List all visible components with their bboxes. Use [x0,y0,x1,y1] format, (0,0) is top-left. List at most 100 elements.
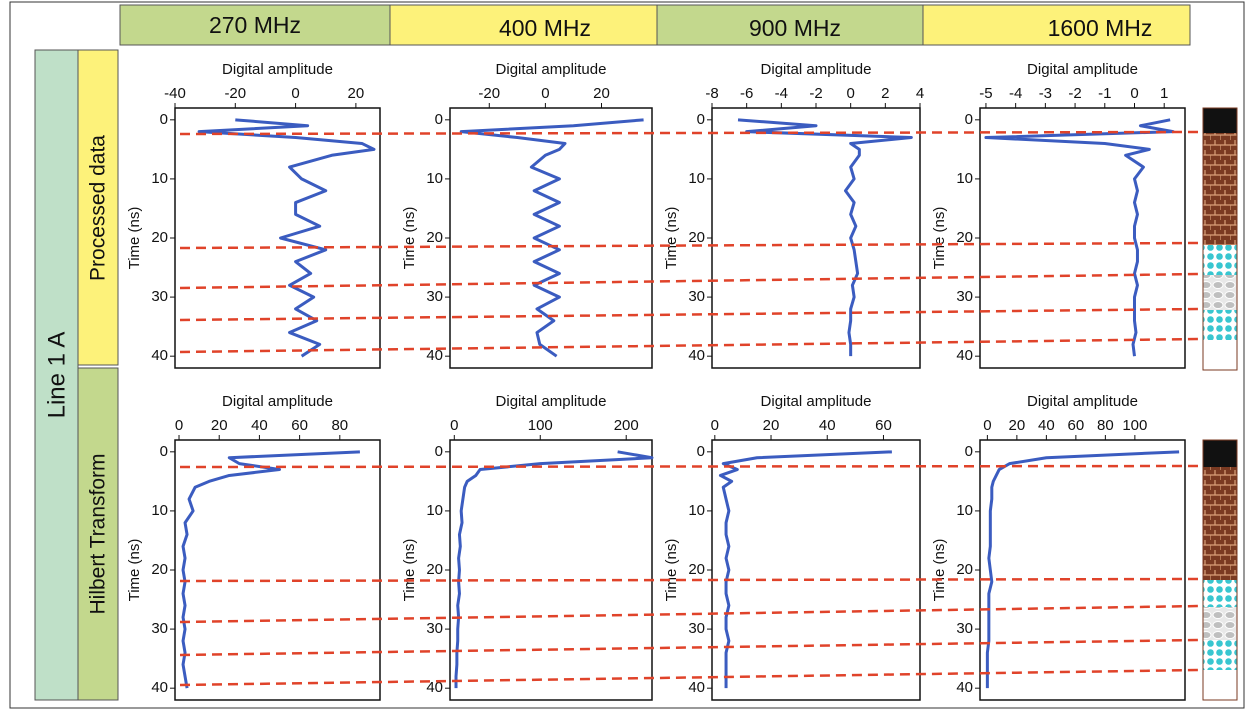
y-tick-label: 40 [151,679,168,696]
x-tick-label: -6 [740,85,753,102]
y-tick-label: 30 [426,620,443,637]
x-tick-label: -8 [705,85,718,102]
y-tick-label: 10 [956,170,973,187]
x-tick-label: 0 [175,417,183,434]
y-tick-label: 30 [688,620,705,637]
trace [984,118,1175,357]
x-tick-label: 0 [846,85,854,102]
y-axis-label: Time (ns) [126,539,143,602]
x-tick-label: 20 [348,85,365,102]
horizon-line [179,604,1201,624]
row-cell [77,367,119,701]
x-tick-label: 60 [875,417,892,434]
x-tick-label: -40 [164,85,186,102]
x-tick-label: 100 [1122,417,1147,434]
x-tick-label: 0 [450,417,458,434]
y-tick-label: 30 [956,288,973,305]
y-tick-label: 0 [160,443,168,460]
y-tick-label: 10 [151,502,168,519]
plot-frame [449,439,653,701]
horizon-line [179,464,1201,469]
panel: -20 0 20 0 10 20 30 40 Digital amplitude Time (ns… [401,61,653,369]
layer [1203,640,1237,670]
x-axis-label: Digital amplitude [1027,393,1138,410]
x-tick-label: 200 [614,417,639,434]
y-tick-label: 30 [151,288,168,305]
x-tick-label: -20 [478,85,500,102]
y-tick-label: 40 [688,679,705,696]
y-tick-label: 10 [688,170,705,187]
y-tick-label: 40 [688,347,705,364]
panel: 0 20 40 60 0 10 20 30 40 Digital amplitude Time (n… [663,393,921,701]
y-tick-label: 10 [426,502,443,519]
x-tick-label: 100 [528,417,553,434]
column-outline [1202,107,1238,371]
y-axis-label: Time (ns) [401,539,418,602]
horizon-line [179,638,1201,657]
x-tick-label: -4 [1009,85,1022,102]
x-tick-label: 20 [1009,417,1026,434]
x-tick-label: 4 [916,85,924,102]
x-tick-label: 20 [763,417,780,434]
horizon-line [179,307,1201,322]
header-label: 270 MHz [209,12,301,38]
horizon-line [179,272,1201,290]
y-axis-label: Time (ns) [931,207,948,270]
x-tick-label: 60 [291,417,308,434]
y-tick-label: 0 [160,111,168,128]
y-tick-label: 0 [965,111,973,128]
x-tick-label: 80 [331,417,348,434]
trace [718,450,892,689]
x-tick-label: 0 [983,417,991,434]
layer [1203,440,1237,467]
y-axis-label: Time (ns) [663,539,680,602]
layer [1203,467,1237,580]
plot-frame [174,439,381,701]
horizon-line [179,130,1201,136]
horizons [179,130,1201,687]
x-tick-label: 20 [593,85,610,102]
y-tick-label: 20 [956,229,973,246]
x-tick-label: 40 [251,417,268,434]
x-axis-label: Digital amplitude [761,393,872,410]
header-cell [119,4,391,46]
header-label: 900 MHz [749,15,841,41]
y-tick-label: 20 [151,229,168,246]
headers: 270 MHz 400 MHz 900 MHz 1600 MHz Line 1 … [34,4,1191,701]
x-axis-label: Digital amplitude [1027,61,1138,78]
x-tick-label: 2 [881,85,889,102]
y-tick-label: 40 [426,679,443,696]
y-tick-label: 20 [426,229,443,246]
y-tick-label: 10 [956,502,973,519]
x-tick-label: 60 [1068,417,1085,434]
layer [1203,310,1237,340]
row-cell [77,49,119,366]
column-outline [1202,439,1238,701]
y-tick-label: 0 [435,111,443,128]
x-tick-label: -1 [1098,85,1111,102]
plot-frame [711,107,921,369]
row-label: Hilbert Transform [87,453,110,614]
x-axis-label: Digital amplitude [496,61,607,78]
x-axis-label: Digital amplitude [222,61,333,78]
row-label: Processed data [87,135,110,281]
panel: 0 100 200 0 10 20 30 40 Digital amplitude Time (n… [401,393,654,701]
horizon-line [179,577,1201,583]
x-tick-label: 0 [291,85,299,102]
header-cell [922,4,1191,46]
x-tick-label: -5 [979,85,992,102]
line-cell [34,49,79,701]
horizon-line [179,241,1201,250]
y-tick-label: 20 [688,561,705,578]
x-tick-label: 0 [711,417,719,434]
panel: 0 20 40 60 80 100 0 10 20 30 40 Digital amplitude Ti… [931,393,1186,701]
trace [737,118,913,357]
y-tick-label: 20 [426,561,443,578]
layer [1203,108,1237,133]
y-axis-label: Time (ns) [401,207,418,270]
y-tick-label: 0 [435,443,443,460]
